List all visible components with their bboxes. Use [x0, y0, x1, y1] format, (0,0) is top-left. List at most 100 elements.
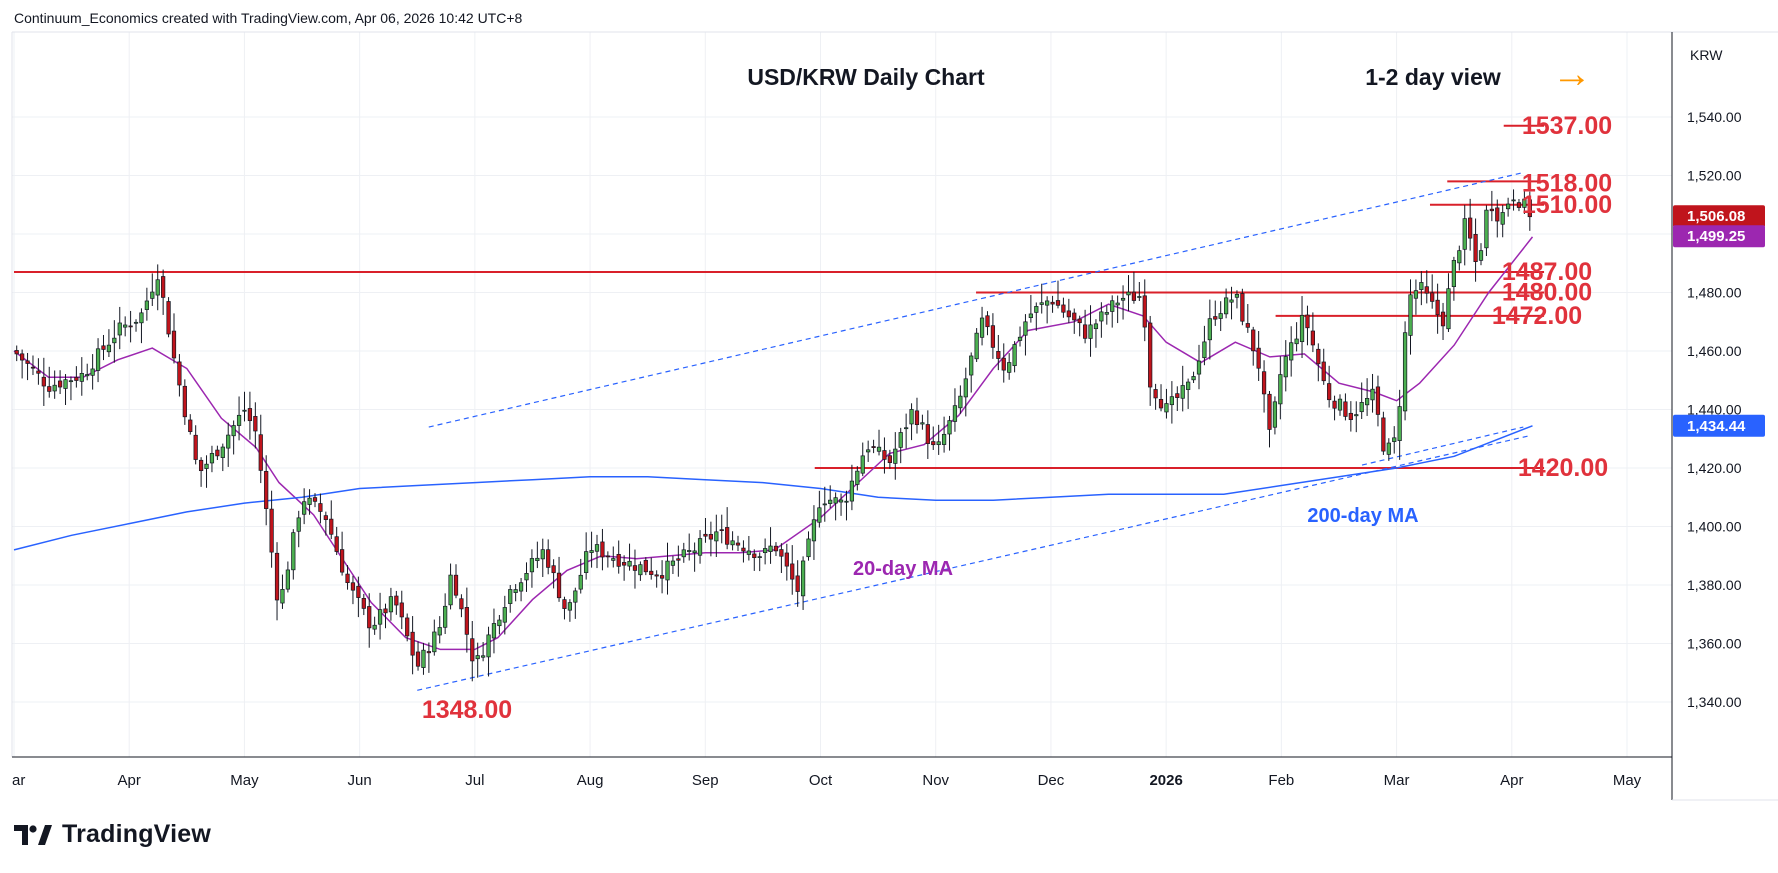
candle — [936, 424, 941, 455]
candle-body — [1142, 295, 1147, 328]
candle — [573, 587, 578, 619]
candle-body — [269, 508, 274, 553]
candle — [188, 414, 193, 435]
candle-body — [459, 598, 464, 610]
candle-body — [491, 623, 497, 639]
candle — [123, 316, 128, 337]
candle — [979, 306, 985, 346]
tradingview-logo[interactable]: TradingView — [14, 820, 211, 849]
candle — [1093, 319, 1099, 348]
candle — [1299, 296, 1305, 358]
candle — [1082, 309, 1088, 344]
candle-body — [735, 542, 741, 546]
candle-body — [79, 372, 84, 382]
candle — [800, 556, 806, 610]
candle — [356, 576, 361, 618]
candle-body — [1327, 383, 1332, 401]
y-tick-label: 1,340.00 — [1687, 694, 1742, 710]
candle — [589, 531, 594, 568]
candle-body — [1175, 393, 1180, 398]
candle-body — [654, 574, 659, 577]
plot-area[interactable] — [12, 32, 1672, 757]
price-badge-label: 1,434.44 — [1687, 418, 1746, 435]
candle — [334, 526, 339, 556]
candle-body — [589, 550, 594, 553]
x-tick-label: Dec — [1038, 772, 1065, 789]
candle-body — [1511, 199, 1516, 202]
candle-body — [643, 559, 648, 573]
candle — [746, 535, 751, 561]
candle-body — [415, 651, 421, 667]
candle — [1348, 401, 1353, 432]
candle — [540, 538, 545, 577]
candle — [101, 334, 106, 361]
candle — [367, 593, 372, 648]
candle-body — [41, 376, 46, 387]
candle-body — [746, 550, 751, 555]
candle-body — [231, 425, 236, 437]
x-tick-label: 2026 — [1149, 772, 1182, 789]
candle-body — [904, 427, 909, 430]
candle — [329, 500, 334, 540]
y-tick-label: 1,420.00 — [1687, 460, 1742, 476]
candle — [1126, 275, 1131, 312]
y-tick-label: 1,540.00 — [1687, 109, 1742, 125]
candle-body — [931, 441, 936, 446]
candle — [1110, 295, 1115, 328]
candle — [198, 457, 204, 487]
candle-body — [182, 385, 187, 418]
candle — [622, 555, 627, 581]
candle-body — [1337, 398, 1343, 411]
candle-body — [1120, 297, 1126, 301]
candle — [253, 402, 258, 449]
candle-body — [432, 631, 437, 653]
candle — [426, 642, 431, 673]
candle-body — [909, 409, 914, 425]
candle-body — [871, 446, 876, 448]
candle — [258, 414, 263, 484]
candle — [481, 642, 486, 662]
candle — [1495, 199, 1500, 238]
candle-body — [649, 570, 654, 575]
candle-body — [1457, 250, 1462, 264]
candle-body — [1484, 209, 1489, 249]
candle — [1115, 295, 1120, 324]
candle-body — [1131, 291, 1137, 301]
candle — [952, 388, 958, 432]
candle — [128, 310, 133, 343]
candle-body — [1375, 386, 1381, 415]
candle — [1202, 325, 1207, 366]
x-tick-label: Aug — [577, 772, 604, 789]
candle — [133, 319, 139, 332]
candle-body — [1039, 302, 1044, 305]
candle-body — [1023, 321, 1028, 336]
candle — [1191, 371, 1196, 384]
x-tick-label: Mar — [1384, 772, 1410, 789]
candle — [1153, 383, 1158, 410]
candle-body — [307, 497, 312, 505]
x-tick-label: Feb — [1268, 772, 1294, 789]
candle-body — [329, 518, 334, 535]
candle-body — [264, 471, 269, 509]
level-label: 1472.00 — [1492, 302, 1582, 330]
candle-body — [1267, 393, 1272, 430]
candle-body — [1164, 403, 1169, 413]
x-tick-label: ar — [12, 772, 25, 789]
candle — [882, 437, 887, 474]
candle — [68, 376, 74, 401]
candle — [838, 493, 844, 516]
candle — [1061, 297, 1066, 318]
candle — [388, 587, 394, 621]
candle-body — [52, 384, 57, 392]
candle — [1272, 396, 1278, 435]
candle — [464, 587, 469, 653]
upper-channel — [428, 171, 1524, 428]
candle-body — [1104, 312, 1109, 315]
candle-body — [795, 575, 800, 592]
candle — [1424, 270, 1429, 304]
candle — [291, 529, 296, 580]
candle — [958, 385, 963, 414]
candle — [990, 313, 996, 359]
